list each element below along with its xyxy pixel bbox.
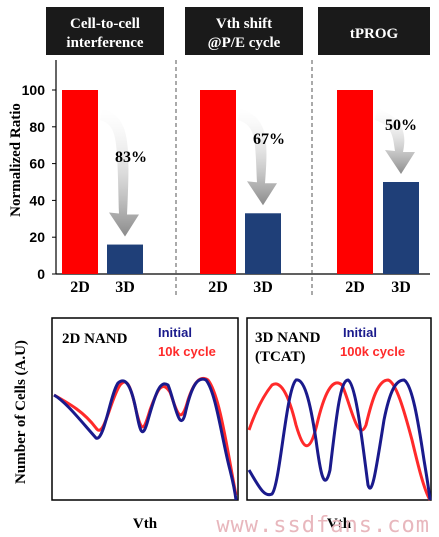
reduction-label: 50% <box>385 117 417 134</box>
x-axis-label: Vth <box>327 516 352 532</box>
legend-initial: Initial <box>158 325 192 340</box>
header-line-1: tPROG <box>350 26 399 42</box>
header-tprog: tPROG <box>318 7 430 55</box>
legend-cycled: 100k cycle <box>340 344 405 359</box>
reduction-label: 67% <box>253 131 285 148</box>
header-box <box>46 7 164 55</box>
category-label: 2D <box>208 279 228 296</box>
category-label: 3D <box>253 279 273 296</box>
header-cell-to-cell: Cell-to-cell interference <box>46 7 164 55</box>
bar-2d <box>337 90 373 274</box>
header-vth-shift: Vth shift @P/E cycle <box>185 7 303 55</box>
category-labels: 2D 3D 2D 3D 2D 3D <box>70 279 411 296</box>
bar-chart: Cell-to-cell interference Vth shift @P/E… <box>8 7 430 296</box>
reduction-arrows: 83% 67% 50% <box>100 108 417 237</box>
panel-frame <box>51 317 239 501</box>
y-axis-label: Number of Cells (A.U) <box>13 340 29 484</box>
reduction-arrow <box>375 108 415 174</box>
panel-2d-nand: 2D NAND Initial 10k cycle <box>51 317 239 501</box>
bars <box>62 90 419 274</box>
reduction-label: 83% <box>115 149 147 166</box>
bar-2d <box>200 90 236 274</box>
y-tick-label: 20 <box>29 229 45 245</box>
x-axis-label: Vth <box>133 516 158 532</box>
y-ticks: 0 20 40 60 80 100 <box>22 82 56 282</box>
category-label: 2D <box>70 279 90 296</box>
header-line-2: @P/E cycle <box>208 35 281 51</box>
category-label: 2D <box>345 279 365 296</box>
reduction-arrow <box>100 108 139 237</box>
header-box <box>185 7 303 55</box>
bar-2d <box>62 90 98 274</box>
panel-title-line-1: 3D NAND <box>255 330 321 346</box>
reduction-arrow <box>238 108 277 206</box>
legend-initial: Initial <box>343 325 377 340</box>
header-line-2: interference <box>66 35 144 51</box>
y-tick-label: 0 <box>37 266 45 282</box>
legend-cycled: 10k cycle <box>158 344 216 359</box>
series-initial <box>53 377 238 501</box>
y-tick-label: 80 <box>29 119 45 135</box>
header-line-1: Cell-to-cell <box>70 16 140 32</box>
category-label: 3D <box>391 279 411 296</box>
y-tick-label: 40 <box>29 192 45 208</box>
y-tick-label: 60 <box>29 156 45 172</box>
panel-title-line-2: (TCAT) <box>255 349 306 365</box>
header-box <box>318 7 430 55</box>
distribution-chart: Number of Cells (A.U) 2D NAND Initial 10… <box>13 317 432 532</box>
panel-title: 2D NAND <box>62 331 128 347</box>
category-label: 3D <box>115 279 135 296</box>
y-tick-label: 100 <box>22 82 46 98</box>
bar-3d <box>107 244 143 274</box>
header-line-1: Vth shift <box>216 16 272 32</box>
series-initial <box>247 378 432 501</box>
y-axis-label: Normalized Ratio <box>8 103 24 217</box>
watermark: www.ssdfans.com <box>216 513 430 537</box>
bar-3d <box>383 182 419 274</box>
panel-3d-nand: 3D NAND (TCAT) Initial 100k cycle <box>246 317 432 501</box>
bar-3d <box>245 213 281 274</box>
